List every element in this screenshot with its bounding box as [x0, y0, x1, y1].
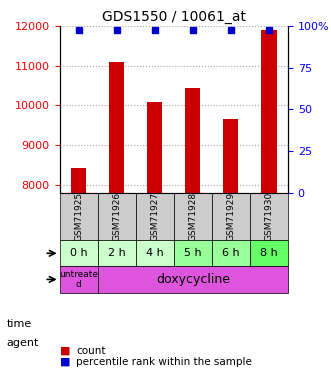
Text: 8 h: 8 h — [260, 248, 278, 258]
FancyBboxPatch shape — [212, 240, 250, 266]
FancyBboxPatch shape — [250, 193, 288, 240]
Text: GSM71927: GSM71927 — [150, 192, 159, 241]
Bar — [109, 62, 124, 193]
Text: doxycycline: doxycycline — [156, 273, 230, 286]
Title: GDS1550 / 10061_at: GDS1550 / 10061_at — [102, 10, 246, 24]
Text: ■: ■ — [60, 346, 70, 355]
FancyBboxPatch shape — [98, 193, 136, 240]
Bar — [185, 88, 201, 193]
FancyBboxPatch shape — [98, 266, 288, 292]
FancyBboxPatch shape — [136, 193, 174, 240]
FancyBboxPatch shape — [174, 240, 212, 266]
Text: count: count — [76, 346, 106, 355]
FancyBboxPatch shape — [60, 193, 98, 240]
FancyBboxPatch shape — [98, 240, 136, 266]
Text: percentile rank within the sample: percentile rank within the sample — [76, 357, 252, 367]
Text: time: time — [7, 320, 32, 329]
Bar — [223, 119, 238, 193]
Text: GSM71930: GSM71930 — [264, 192, 273, 241]
Text: 2 h: 2 h — [108, 248, 125, 258]
Text: 5 h: 5 h — [184, 248, 202, 258]
Bar — [147, 102, 162, 193]
Text: GSM71926: GSM71926 — [112, 192, 121, 241]
FancyBboxPatch shape — [212, 193, 250, 240]
Text: 4 h: 4 h — [146, 248, 164, 258]
Bar — [261, 30, 277, 193]
FancyBboxPatch shape — [60, 266, 98, 292]
Bar — [71, 168, 86, 193]
Text: GSM71925: GSM71925 — [74, 192, 83, 241]
FancyBboxPatch shape — [136, 240, 174, 266]
FancyBboxPatch shape — [174, 193, 212, 240]
Text: GSM71928: GSM71928 — [188, 192, 197, 241]
FancyBboxPatch shape — [60, 240, 98, 266]
Text: untreate
d: untreate d — [59, 270, 98, 289]
Text: 6 h: 6 h — [222, 248, 240, 258]
Text: agent: agent — [7, 338, 39, 348]
Text: GSM71929: GSM71929 — [226, 192, 235, 241]
Text: 0 h: 0 h — [70, 248, 87, 258]
FancyBboxPatch shape — [250, 240, 288, 266]
Text: ■: ■ — [60, 357, 70, 367]
